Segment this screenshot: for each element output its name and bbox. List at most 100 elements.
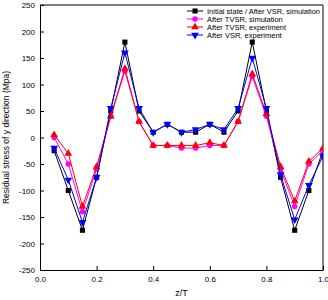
- tick: 100: [22, 81, 44, 90]
- series-marker: [277, 172, 285, 179]
- tick-label: 0.4: [148, 275, 160, 284]
- series-line: [54, 53, 323, 223]
- y-axis: -250 -200 -150 -100 -50 0 50 100 150 200 250: [19, 1, 44, 275]
- series-marker: [64, 149, 72, 156]
- series-marker: [292, 204, 298, 210]
- tick-mark: [40, 244, 44, 245]
- tick: -150: [19, 213, 44, 222]
- series-marker: [163, 122, 171, 129]
- tick-mark: [40, 191, 44, 192]
- tick: 0.2: [92, 266, 104, 284]
- tick-label: -100: [19, 187, 36, 196]
- tick: 0.8: [261, 266, 273, 284]
- tick-label: 50: [26, 107, 35, 116]
- tick-label: 1.0: [318, 275, 328, 284]
- series-marker: [291, 217, 299, 224]
- series-marker: [50, 146, 58, 153]
- legend-label: After VSR, experiment: [207, 31, 283, 40]
- tick-label: 0.0: [35, 275, 47, 284]
- series-marker: [319, 154, 323, 161]
- tick-label: 0.6: [205, 275, 217, 284]
- tick-mark: [40, 270, 44, 271]
- series-marker: [79, 202, 87, 209]
- series-marker: [319, 144, 323, 151]
- plot: 0.0 0.2 0.4 0.6 0.8 1.0 -250 -200 -150 -100 -50 0 50…: [19, 1, 328, 284]
- tick-mark: [40, 138, 44, 139]
- series-marker: [149, 141, 157, 148]
- tick-mark: [40, 32, 44, 33]
- tick: -50: [23, 160, 44, 169]
- series-marker: [149, 130, 157, 137]
- series-marker: [66, 188, 71, 193]
- axis-line: [41, 270, 324, 271]
- series-marker: [305, 157, 313, 164]
- frame: [323, 5, 324, 270]
- y-axis-title: Residual stress of y direction (Mpa): [1, 71, 11, 204]
- tick: 0.6: [205, 266, 217, 284]
- series-marker: [178, 130, 186, 137]
- tick: 200: [22, 28, 44, 37]
- series-marker: [93, 175, 101, 182]
- x-axis-title: z/T: [175, 288, 188, 298]
- series-marker: [80, 228, 85, 233]
- series-marker: [234, 117, 242, 124]
- series-marker: [135, 117, 143, 124]
- series-marker: [121, 50, 129, 57]
- x-axis: 0.0 0.2 0.4 0.6 0.8 1.0: [35, 266, 328, 284]
- series-marker: [192, 127, 200, 134]
- series-marker: [135, 106, 143, 113]
- series-line: [54, 71, 323, 211]
- tick: 0: [31, 134, 44, 143]
- legend: Initial state / After VSR, simulationAft…: [187, 7, 320, 40]
- series-marker: [234, 106, 242, 113]
- series-marker: [192, 141, 200, 148]
- series-marker: [220, 141, 228, 148]
- series-marker: [163, 141, 171, 148]
- legend-marker: [192, 8, 197, 13]
- tick-label: -250: [19, 266, 36, 275]
- tick-label: 200: [22, 28, 36, 37]
- series-line: [54, 69, 323, 207]
- legend-marker: [191, 33, 199, 40]
- tick: 0.4: [148, 266, 160, 284]
- series-marker: [305, 183, 313, 190]
- tick-mark: [97, 266, 98, 270]
- data-area: [50, 40, 323, 233]
- tick-label: -150: [19, 213, 36, 222]
- legend-marker: [191, 23, 199, 30]
- series-marker: [79, 220, 87, 227]
- legend-item: After VSR, experiment: [187, 31, 283, 40]
- tick: -100: [19, 187, 44, 196]
- series-marker: [291, 197, 299, 204]
- series-marker: [248, 56, 256, 63]
- tick-label: -200: [19, 240, 36, 249]
- series-marker: [107, 106, 115, 113]
- tick-mark: [210, 266, 211, 270]
- tick-mark: [40, 85, 44, 86]
- tick: 150: [22, 54, 44, 63]
- chart: 0.0 0.2 0.4 0.6 0.8 1.0 -250 -200 -150 -100 -50 0 50…: [0, 0, 328, 300]
- series-marker: [292, 228, 297, 233]
- legend-marker: [192, 16, 198, 22]
- tick-label: 150: [22, 54, 36, 63]
- series-marker: [64, 178, 72, 185]
- tick-mark: [40, 217, 44, 218]
- tick-mark: [40, 58, 44, 59]
- tick-mark: [40, 111, 44, 112]
- series-marker: [263, 106, 271, 113]
- series-marker: [122, 40, 127, 45]
- tick: -200: [19, 240, 44, 249]
- series-marker: [50, 130, 58, 137]
- tick-label: 0: [31, 134, 36, 143]
- series-marker: [107, 112, 115, 119]
- series-marker: [178, 141, 186, 148]
- series-marker: [248, 69, 256, 76]
- tick-label: 100: [22, 81, 36, 90]
- frame: [40, 5, 323, 6]
- series-marker: [206, 138, 214, 145]
- tick-mark: [153, 266, 154, 270]
- tick-mark: [40, 164, 44, 165]
- tick-label: 250: [22, 1, 36, 10]
- tick-label: -50: [23, 160, 35, 169]
- series-marker: [250, 40, 255, 45]
